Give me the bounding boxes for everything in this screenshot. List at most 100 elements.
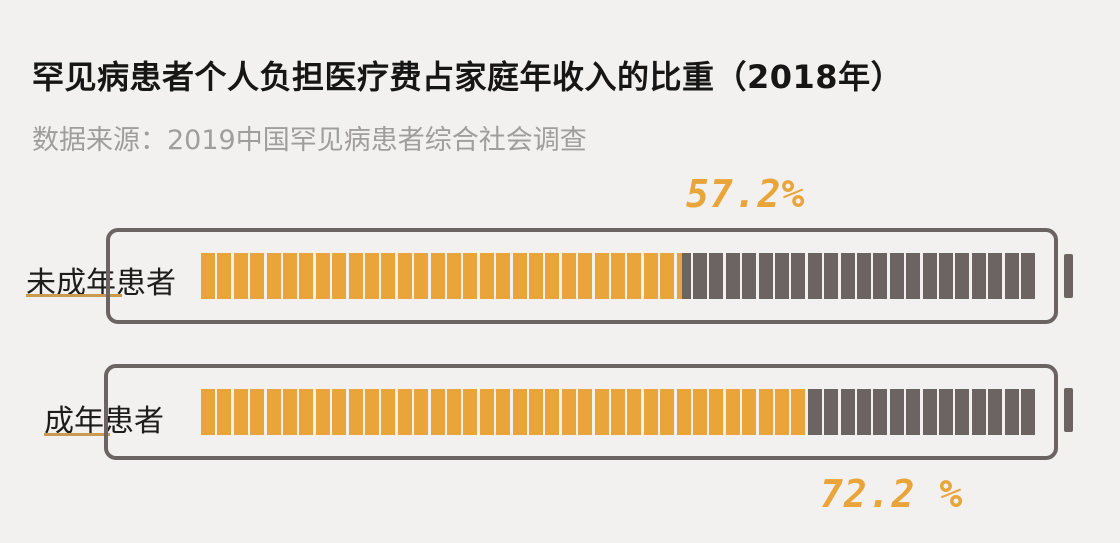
battery-cell-minor-filled xyxy=(627,253,642,299)
battery-cell-adult-filled xyxy=(332,389,347,435)
battery-cell-adult-filled xyxy=(791,389,806,435)
battery-cell-adult-filled xyxy=(643,389,658,435)
battery-cell-adult-filled xyxy=(283,389,297,435)
battery-cell-minor-empty xyxy=(955,253,970,299)
battery-cell-minor-filled xyxy=(430,253,445,299)
battery-cell-minor-filled xyxy=(561,253,576,299)
battery-cell-minor-filled xyxy=(479,253,494,299)
battery-cell-minor-filled xyxy=(315,253,330,299)
battery-outline-adult xyxy=(104,364,1058,460)
battery-cell-minor-empty xyxy=(758,253,773,299)
battery-cells-minor xyxy=(201,253,1042,299)
category-underline-minor xyxy=(26,294,122,297)
battery-cell-adult-filled xyxy=(315,389,330,435)
battery-cell-adult-empty xyxy=(808,389,822,435)
battery-cell-minor-empty xyxy=(906,253,921,299)
battery-cell-adult-empty xyxy=(971,389,986,435)
battery-cell-adult-filled xyxy=(496,389,511,435)
battery-cell-adult-empty xyxy=(922,389,937,435)
battery-cell-minor-filled xyxy=(365,253,379,299)
battery-cell-minor-empty xyxy=(742,253,757,299)
battery-cell-adult-empty xyxy=(824,389,839,435)
battery-cell-adult-filled xyxy=(430,389,445,435)
battery-cell-minor-empty xyxy=(840,253,855,299)
battery-cell-minor-empty xyxy=(824,253,839,299)
battery-cell-minor-empty xyxy=(873,253,888,299)
battery-cell-minor-empty xyxy=(971,253,986,299)
battery-cell-minor-filled xyxy=(643,253,658,299)
battery-cell-minor-empty xyxy=(775,253,789,299)
battery-cell-minor-filled xyxy=(447,253,461,299)
battery-cell-adult-filled xyxy=(545,389,560,435)
battery-cell-minor-empty xyxy=(725,253,740,299)
battery-cell-minor-filled xyxy=(348,253,363,299)
battery-cell-adult-empty xyxy=(840,389,855,435)
battery-cell-minor-filled xyxy=(463,253,478,299)
battery-cell-adult-filled xyxy=(512,389,527,435)
battery-cell-minor-empty xyxy=(939,253,953,299)
battery-cell-minor-empty xyxy=(889,253,904,299)
battery-outline-minor xyxy=(106,228,1058,324)
battery-cap-adult xyxy=(1064,388,1073,432)
battery-cell-adult-filled xyxy=(348,389,363,435)
battery-cell-adult-filled xyxy=(627,389,642,435)
battery-cell-adult-empty xyxy=(873,389,888,435)
battery-cell-adult-empty xyxy=(857,389,871,435)
battery-cell-adult-filled xyxy=(578,389,593,435)
battery-cell-minor-filled xyxy=(397,253,412,299)
battery-cell-adult-filled xyxy=(758,389,773,435)
battery-cell-adult-empty xyxy=(889,389,904,435)
battery-cell-adult-filled xyxy=(660,389,675,435)
battery-cell-minor-empty xyxy=(922,253,937,299)
battery-cell-adult-filled xyxy=(233,389,248,435)
value-label-adult: 72.2 % xyxy=(820,472,964,516)
battery-cell-minor-empty xyxy=(682,253,691,299)
battery-cell-minor-filled xyxy=(594,253,609,299)
battery-cell-adult-filled xyxy=(693,389,707,435)
battery-cell-minor-filled xyxy=(283,253,297,299)
battery-cell-adult-filled xyxy=(266,389,281,435)
battery-cell-adult-filled xyxy=(299,389,314,435)
battery-cell-adult-empty xyxy=(1004,389,1019,435)
battery-cell-minor-empty xyxy=(1021,253,1035,299)
battery-cell-adult-filled xyxy=(479,389,494,435)
value-label-minor: 57.2% xyxy=(686,172,806,216)
battery-cell-minor-empty xyxy=(791,253,806,299)
battery-cell-adult-filled xyxy=(217,389,232,435)
battery-cell-minor-filled xyxy=(414,253,429,299)
battery-cell-minor-filled xyxy=(201,253,215,299)
battery-cell-adult-filled xyxy=(775,389,789,435)
battery-cell-minor-filled xyxy=(611,253,625,299)
battery-cell-minor-filled xyxy=(381,253,396,299)
battery-cell-adult-empty xyxy=(1021,389,1035,435)
battery-cells-adult xyxy=(201,389,1042,435)
battery-cell-adult-empty xyxy=(955,389,970,435)
battery-cell-minor-filled xyxy=(676,253,683,299)
battery-cell-minor-empty xyxy=(807,253,822,299)
battery-cell-adult-filled xyxy=(594,389,609,435)
battery-cell-adult-filled xyxy=(709,389,724,435)
battery-cell-adult-filled xyxy=(742,389,757,435)
battery-cell-minor-filled xyxy=(250,253,265,299)
battery-cell-adult-filled xyxy=(414,389,429,435)
battery-cell-minor-filled xyxy=(578,253,593,299)
battery-cell-adult-filled xyxy=(201,389,215,435)
battery-cell-adult-filled xyxy=(447,389,461,435)
battery-cell-minor-empty xyxy=(988,253,1003,299)
battery-cell-adult-filled xyxy=(725,389,740,435)
battery-cell-adult-filled xyxy=(381,389,396,435)
battery-cell-minor-empty xyxy=(693,253,707,299)
battery-cell-adult-empty xyxy=(939,389,953,435)
category-underline-adult xyxy=(44,433,110,436)
battery-cell-minor-filled xyxy=(529,253,543,299)
battery-cell-minor-filled xyxy=(299,253,314,299)
chart-title: 罕见病患者个人负担医疗费占家庭年收入的比重（2018年） xyxy=(32,58,904,96)
battery-cell-minor-filled xyxy=(496,253,511,299)
battery-cell-minor-filled xyxy=(545,253,560,299)
battery-cell-minor-filled xyxy=(266,253,281,299)
battery-cell-minor-empty xyxy=(709,253,724,299)
battery-cell-minor-filled xyxy=(217,253,232,299)
battery-cell-adult-filled xyxy=(676,389,691,435)
battery-cell-adult-filled xyxy=(561,389,576,435)
battery-cell-minor-empty xyxy=(857,253,871,299)
